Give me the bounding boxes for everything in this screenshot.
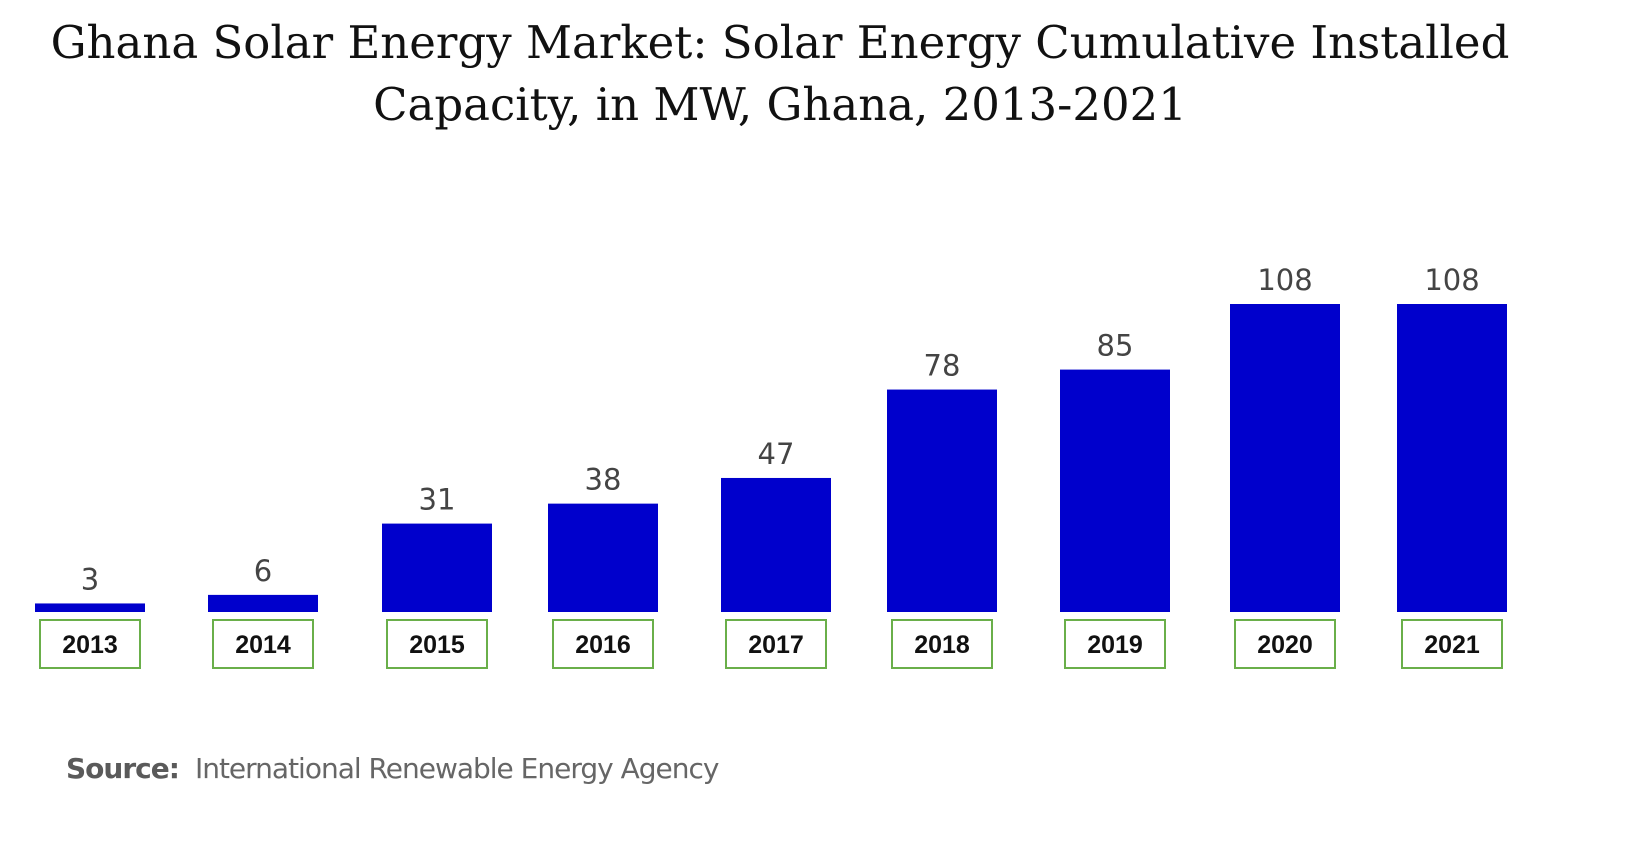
category-label: 2015	[409, 631, 465, 659]
data-label: 47	[758, 437, 795, 471]
category-label: 2017	[748, 631, 804, 659]
category-label: 2019	[1087, 631, 1143, 659]
category-box	[1234, 619, 1336, 669]
source-note: Source: International Renewable Energy Ag…	[66, 752, 720, 785]
data-label: 85	[1097, 329, 1134, 363]
category-box	[725, 619, 827, 669]
data-label: 31	[419, 483, 456, 517]
category-label: 2021	[1424, 631, 1480, 659]
category-box	[552, 619, 654, 669]
bar	[1230, 304, 1340, 612]
source-text: International Renewable Energy Agency	[194, 752, 720, 785]
source-label: Source:	[66, 752, 180, 785]
data-label: 3	[81, 562, 99, 596]
bar	[208, 594, 318, 612]
category-label: 2018	[914, 631, 970, 659]
category-box	[1401, 619, 1503, 669]
bar-chart: 3 2013 6 2014 31 2015 38 2016 47 2017 78 2018 85 2019…	[35, 263, 1507, 669]
data-label: 108	[1257, 263, 1312, 297]
bar	[548, 503, 658, 612]
category-label: 2020	[1257, 631, 1313, 659]
data-label: 78	[924, 349, 961, 383]
data-label: 6	[254, 554, 272, 588]
data-label: 108	[1424, 263, 1479, 297]
bar	[887, 389, 997, 612]
category-label: 2016	[575, 631, 631, 659]
category-label: 2013	[62, 631, 118, 659]
category-box	[39, 619, 141, 669]
bar	[35, 603, 145, 612]
bar	[382, 523, 492, 612]
bar	[721, 477, 831, 612]
category-box	[1064, 619, 1166, 669]
data-label: 38	[585, 463, 622, 497]
category-label: 2014	[235, 631, 291, 659]
bar	[1060, 369, 1170, 612]
category-box	[212, 619, 314, 669]
category-box	[891, 619, 993, 669]
category-box	[386, 619, 488, 669]
chart-title: Ghana Solar Energy Market: Solar Energy …	[50, 16, 1510, 131]
bar	[1397, 304, 1507, 612]
